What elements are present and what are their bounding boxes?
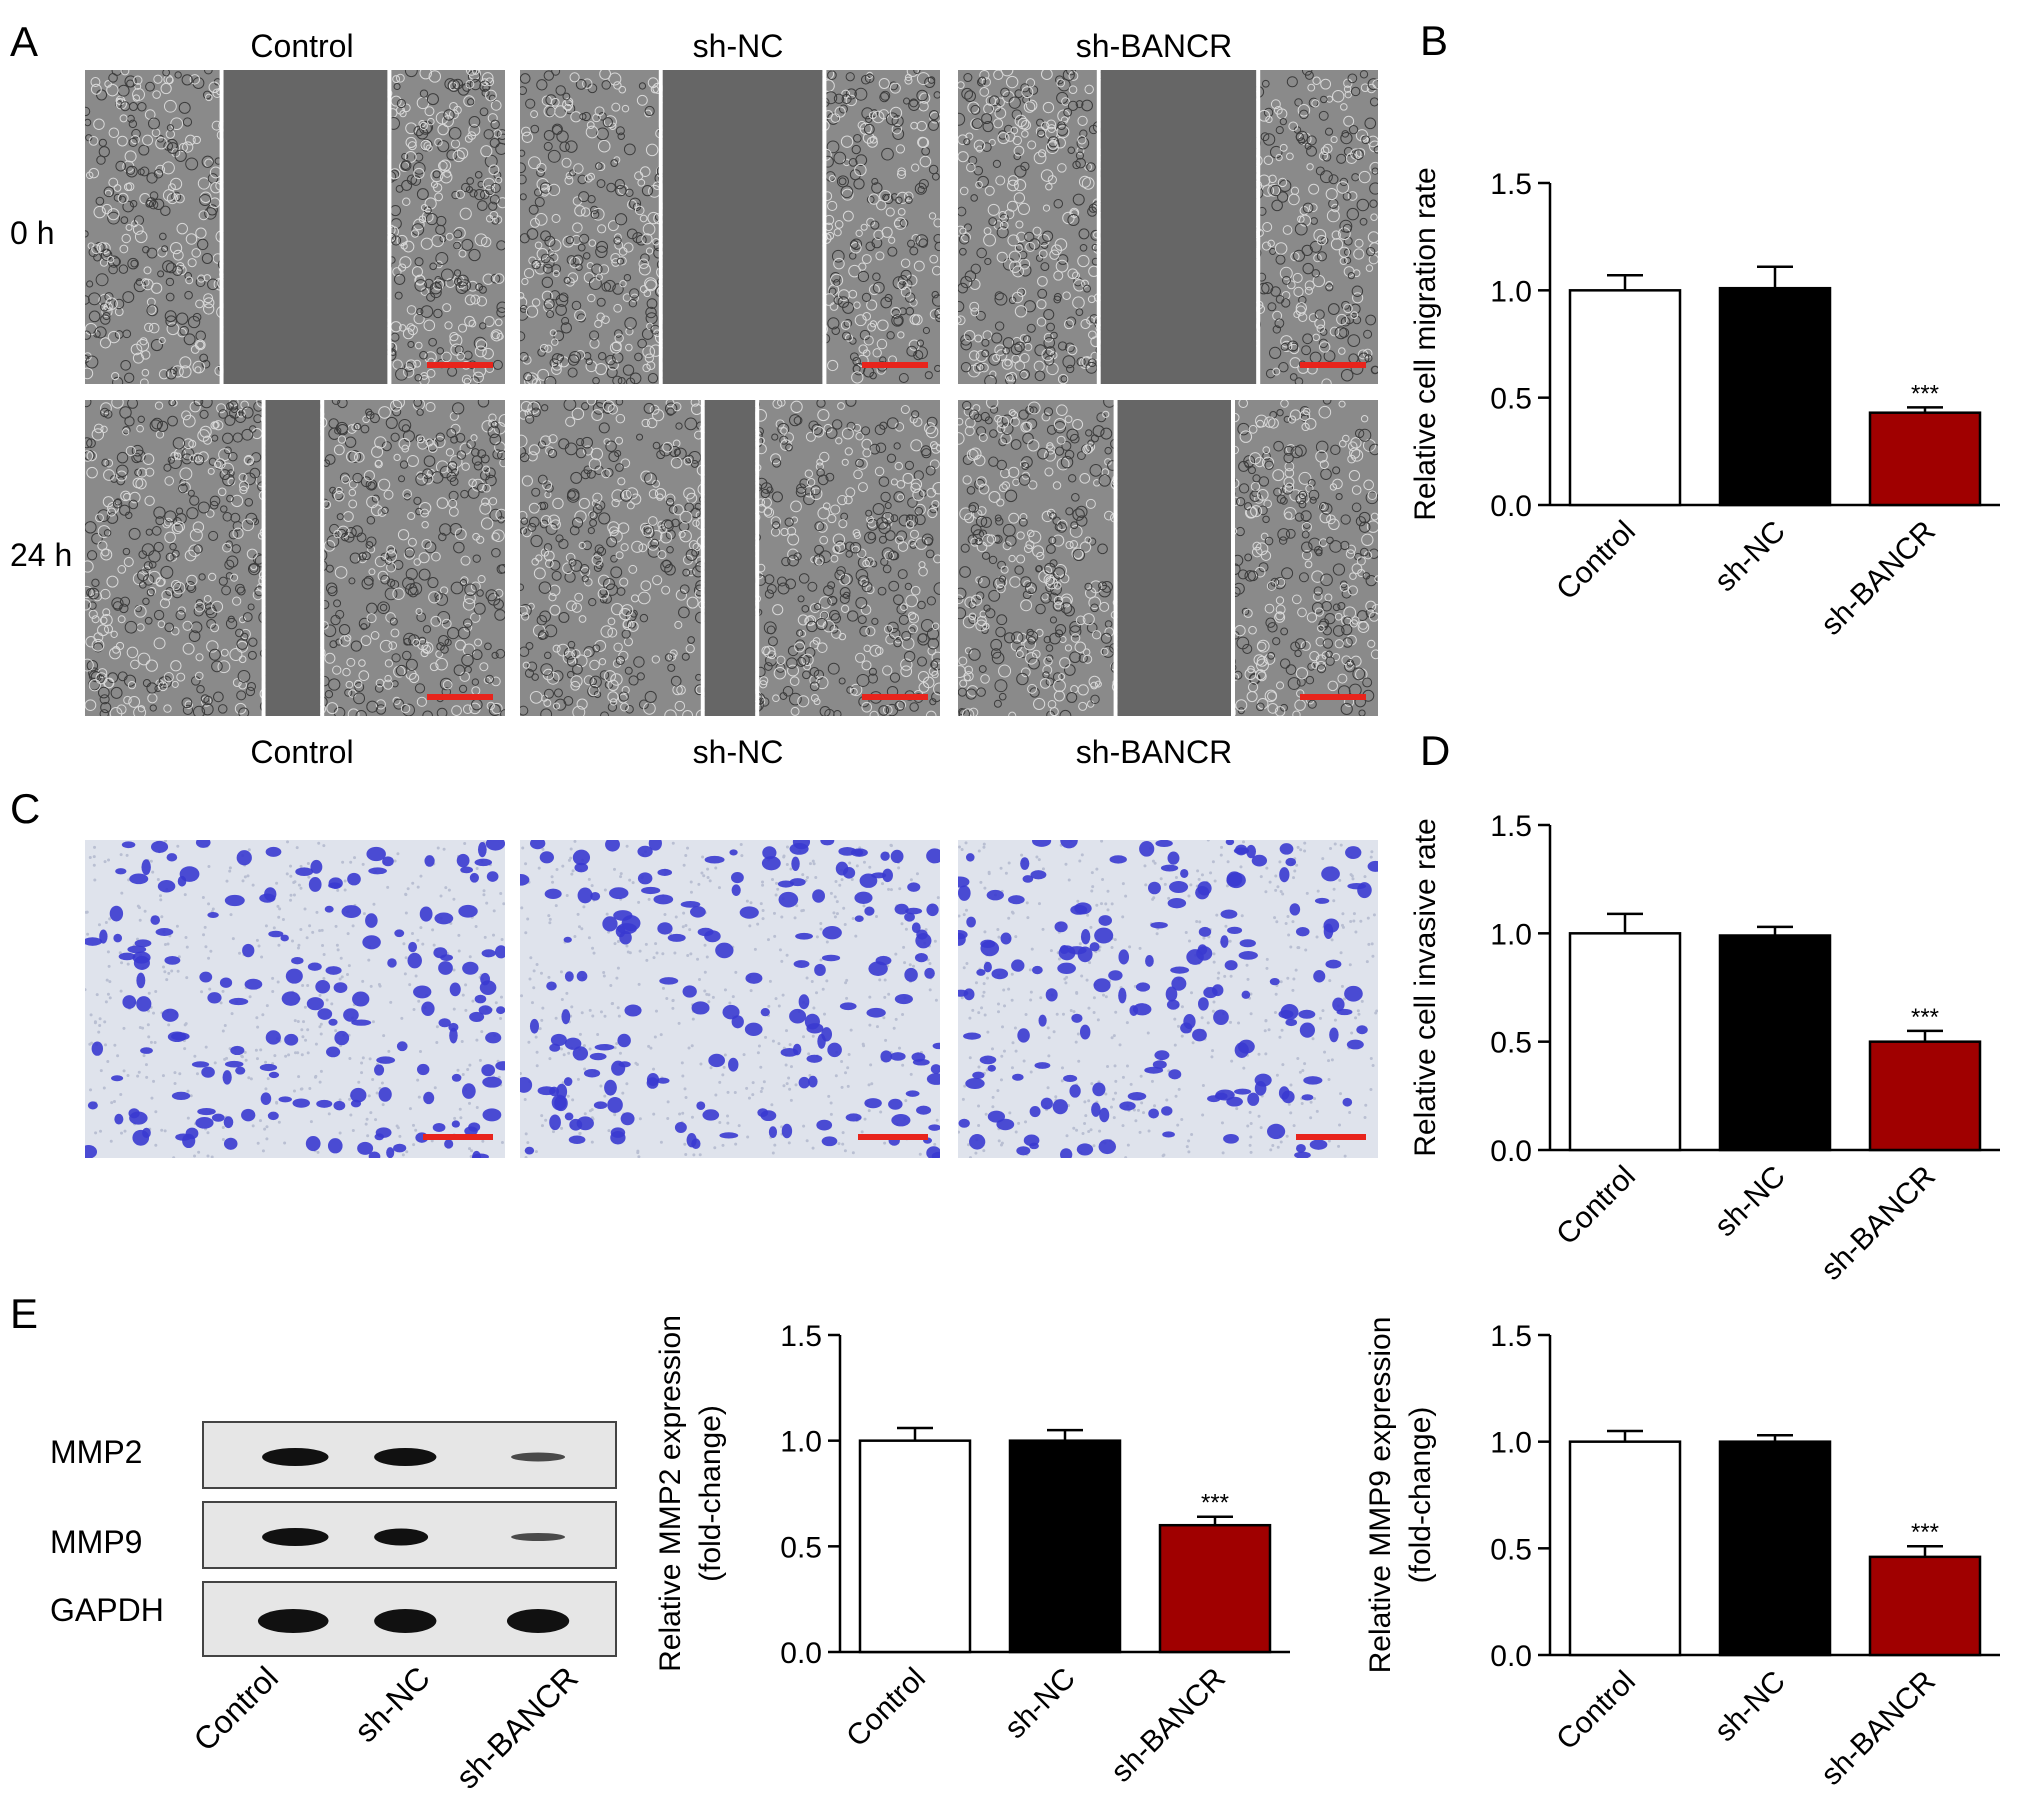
blot-lane-labels: Control sh-NC sh-BANCR xyxy=(187,1660,585,1796)
y-tick-label: 0.0 xyxy=(1490,1135,1532,1168)
wound-micrograph xyxy=(520,400,940,716)
y-axis-label: Relative MMP9 expression xyxy=(1364,1317,1397,1674)
bar-control xyxy=(858,1439,972,1654)
chart-mmp2-expression: 0.0 0.5 1.0 1.5 Relative MMP2 expression (fol… xyxy=(654,1315,1290,1789)
y-tick-label: 1.0 xyxy=(1490,1427,1532,1460)
significance-label: *** xyxy=(1911,1519,1939,1546)
panel-a-column-label-shnc: sh-NC xyxy=(692,28,784,64)
bar-sh-nc xyxy=(1718,934,1832,1152)
y-tick-label: 0.5 xyxy=(780,1531,822,1564)
panel-a-row-label-0h: 0 h xyxy=(10,215,55,251)
y-tick-label: 0.5 xyxy=(1490,383,1532,416)
significance-label: *** xyxy=(1911,380,1939,407)
significance-label: *** xyxy=(1911,1004,1939,1031)
panel-letter-b: B xyxy=(1420,17,1448,64)
y-tick-label: 1.5 xyxy=(780,1320,822,1353)
x-tick-label: Control xyxy=(1550,515,1642,607)
x-tick-label: sh-NC xyxy=(1709,1160,1792,1243)
panel-a-column-label-control: Control xyxy=(250,28,354,64)
panel-a-row-label-24h: 24 h xyxy=(10,537,73,573)
bar-sh-bancr xyxy=(1158,1523,1272,1654)
x-tick-label: sh-NC xyxy=(999,1662,1082,1745)
x-tick-label: sh-BANCR xyxy=(1815,1160,1942,1287)
y-axis-label: Relative MMP2 expression xyxy=(654,1315,687,1672)
x-tick-label: Control xyxy=(1550,1665,1642,1757)
bar-control xyxy=(1568,1440,1682,1657)
blot-label-gapdh: GAPDH xyxy=(50,1592,164,1628)
bar-sh-nc xyxy=(1718,1440,1832,1657)
x-tick-label: sh-BANCR xyxy=(1815,515,1942,642)
y-tick-label: 1.0 xyxy=(1490,275,1532,308)
y-tick-label: 1.0 xyxy=(780,1426,822,1459)
bar-sh-bancr xyxy=(1868,1555,1982,1657)
panel-letter-c: C xyxy=(10,785,41,832)
y-tick-label: 0.0 xyxy=(1490,490,1532,523)
y-tick-label: 0.5 xyxy=(1490,1533,1532,1566)
x-tick-label: sh-NC xyxy=(1709,515,1792,598)
wound-micrograph xyxy=(85,70,505,384)
blot-label-mmp9: MMP9 xyxy=(50,1524,143,1560)
x-tick-label: Control xyxy=(1550,1160,1642,1252)
y-axis-label: Relative cell migration rate xyxy=(1409,167,1442,520)
y-tick-label: 0.0 xyxy=(1490,1640,1532,1673)
panel-a-column-label-shbancr: sh-BANCR xyxy=(1075,28,1233,64)
panel-c-column-label-control: Control xyxy=(250,734,354,770)
y-tick-label: 0.0 xyxy=(780,1637,822,1670)
blot-strip xyxy=(202,1581,617,1657)
panel-letter-e: E xyxy=(10,1290,39,1337)
x-tick-label: Control xyxy=(840,1662,932,1754)
y-tick-label: 1.5 xyxy=(1490,810,1532,843)
bar-control xyxy=(1568,932,1682,1152)
bar-control xyxy=(1568,289,1682,507)
x-tick-label: sh-NC xyxy=(1709,1665,1792,1748)
significance-label: *** xyxy=(1201,1490,1229,1517)
chart-mmp9-expression: 0.0 0.5 1.0 1.5 Relative MMP9 expression (fol… xyxy=(1364,1317,2000,1792)
wound-micrograph xyxy=(85,400,505,716)
y-tick-label: 1.5 xyxy=(1490,1320,1532,1353)
transwell-micrograph xyxy=(958,840,1378,1158)
bar-sh-bancr xyxy=(1868,411,1982,507)
blot-strip xyxy=(202,1421,617,1489)
y-axis-label: Relative cell invasive rate xyxy=(1409,818,1442,1156)
wound-micrograph xyxy=(958,70,1378,384)
blot-lane-label-control: Control xyxy=(187,1660,285,1758)
y-axis-label: (fold-change) xyxy=(694,1405,727,1582)
y-tick-label: 1.0 xyxy=(1490,918,1532,951)
bar-sh-bancr xyxy=(1868,1040,1982,1152)
blot-lane-label-shnc: sh-NC xyxy=(347,1660,437,1749)
chart-migration-rate: B 0.0 0.5 1.0 1.5 Relative cell migration rat… xyxy=(1409,17,2000,642)
panel-c-column-label-shbancr: sh-BANCR xyxy=(1075,734,1233,770)
blot-strip xyxy=(202,1501,617,1569)
y-tick-label: 0.5 xyxy=(1490,1027,1532,1060)
wound-micrograph xyxy=(958,400,1378,716)
chart-invasive-rate: D 0.0 0.5 1.0 1.5 Relative cell invasive rate… xyxy=(1409,730,2000,1287)
panel-letter-d: D xyxy=(1420,730,1450,774)
x-tick-label: sh-BANCR xyxy=(1815,1665,1942,1792)
transwell-micrograph xyxy=(85,840,505,1158)
panel-letter-a: A xyxy=(10,18,39,65)
y-tick-label: 1.5 xyxy=(1490,168,1532,201)
x-tick-label: sh-BANCR xyxy=(1105,1662,1232,1789)
panel-c-column-label-shnc: sh-NC xyxy=(692,734,784,770)
blot-lane-label-shbancr: sh-BANCR xyxy=(449,1660,585,1796)
blot-label-mmp2: MMP2 xyxy=(50,1434,143,1470)
y-axis-label: (fold-change) xyxy=(1404,1407,1437,1584)
bar-sh-nc xyxy=(1008,1439,1122,1654)
transwell-micrograph xyxy=(520,840,940,1158)
wound-micrograph xyxy=(520,70,940,384)
bar-sh-nc xyxy=(1718,286,1832,507)
